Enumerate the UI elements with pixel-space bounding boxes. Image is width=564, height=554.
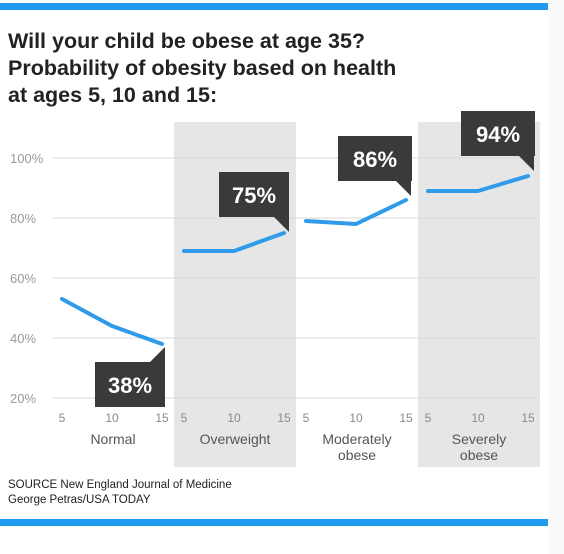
x-tick-label: 5 (303, 411, 310, 425)
series-line-normal (60, 297, 164, 346)
callout-pointer-moderately-obese (396, 181, 411, 196)
callout-box-normal (95, 362, 165, 407)
group-label: obese (338, 447, 376, 463)
bottom-accent-rule (0, 519, 548, 526)
x-tick-label: 10 (227, 411, 241, 425)
x-tick-label: 5 (425, 411, 432, 425)
x-tick-label: 5 (181, 411, 188, 425)
x-tick-label: 15 (155, 411, 169, 425)
line-chart: 20% 40% 60% 80% 100% 5 10 15 5 10 15 5 10 15 5 10 15 Norm… (10, 111, 540, 467)
group-label: obese (460, 447, 498, 463)
callout-pointer-overweight (274, 217, 289, 232)
y-tick-label: 80% (10, 211, 36, 226)
x-tick-label: 15 (399, 411, 413, 425)
y-tick-label: 40% (10, 331, 36, 346)
top-accent-rule (0, 3, 548, 10)
source-note: SOURCE New England Journal of Medicine G… (8, 478, 232, 508)
data-label: 86% (353, 147, 397, 172)
x-tick-label: 10 (471, 411, 485, 425)
group-label: Normal (90, 431, 135, 447)
x-tick-label: 5 (59, 411, 66, 425)
y-tick-label: 100% (10, 151, 44, 166)
y-tick-label: 60% (10, 271, 36, 286)
callout-box-severely-obese (461, 111, 535, 156)
group-label: Moderately (322, 431, 391, 447)
title-line-3: at ages 5, 10 and 15: (8, 83, 218, 107)
callout-pointer-normal (150, 347, 165, 362)
x-tick-label: 10 (349, 411, 363, 425)
data-label: 75% (232, 183, 276, 208)
x-tick-label: 15 (521, 411, 535, 425)
x-tick-label: 10 (105, 411, 119, 425)
chart-title: Will your child be obese at age 35? Prob… (8, 28, 548, 109)
x-tick-label: 15 (277, 411, 291, 425)
data-label: 94% (476, 122, 520, 147)
y-tick-label: 20% (10, 391, 36, 406)
right-margin (548, 0, 564, 554)
callout-box-overweight (219, 172, 289, 217)
callout-pointer-severely-obese (519, 156, 534, 171)
callout-box-moderately-obese (338, 136, 412, 181)
source-line: SOURCE New England Journal of Medicine (8, 479, 232, 491)
group-label: Severely (452, 431, 506, 447)
group-label: Overweight (200, 431, 271, 447)
series-line-moderately-obese (304, 198, 408, 226)
title-line-1: Will your child be obese at age 35? (8, 29, 366, 53)
title-line-2: Probability of obesity based on health (8, 56, 397, 80)
data-label: 38% (108, 373, 152, 398)
credit-line: George Petras/USA TODAY (8, 494, 151, 506)
